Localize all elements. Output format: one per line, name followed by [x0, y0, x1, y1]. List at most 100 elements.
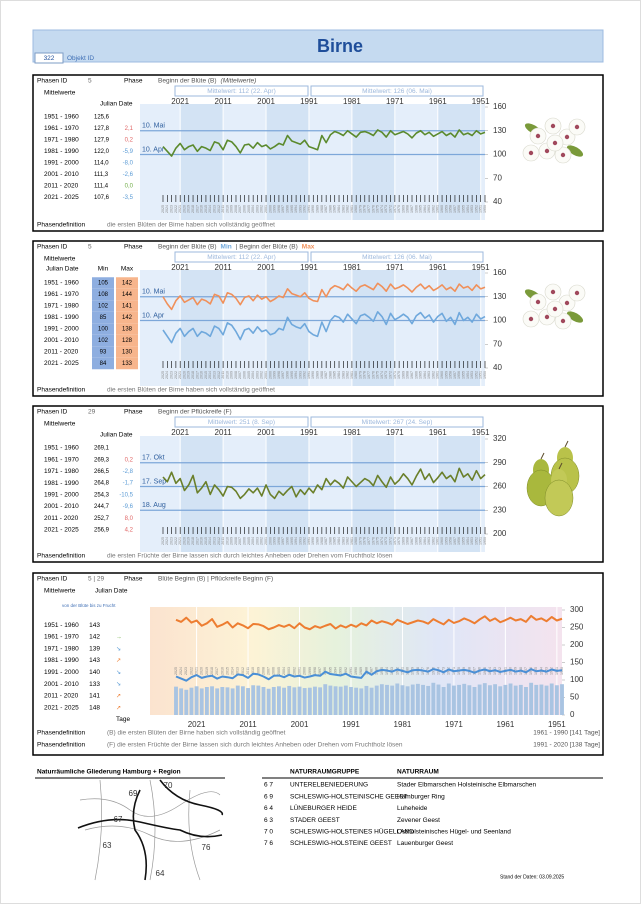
year-label: 1989 — [316, 537, 320, 545]
year-label: 2014 — [208, 537, 212, 545]
year-label: 2025 — [161, 537, 165, 545]
value: 264,8 — [94, 481, 110, 487]
year-label: 1957 — [453, 205, 457, 213]
year-label: 2013 — [212, 205, 216, 213]
year-label: 2006 — [243, 205, 247, 213]
pear-stem — [564, 440, 569, 448]
year-label: 2009 — [230, 537, 234, 545]
year-label: 2020 — [182, 205, 186, 213]
stamen — [550, 289, 556, 295]
max-value: 130 — [122, 350, 133, 356]
year-label: 1990 — [311, 371, 315, 379]
year-label: 1987 — [370, 667, 374, 675]
year-label: 2024 — [165, 371, 169, 379]
year-label: 1986 — [328, 537, 332, 545]
x-tick-label: 1971 — [386, 428, 404, 437]
year-label: 1980 — [354, 537, 358, 545]
year-label: 1975 — [376, 371, 380, 379]
bar — [287, 685, 292, 715]
year-label: 2000 — [268, 371, 272, 379]
year-label: 2004 — [251, 205, 255, 213]
x-tick-label: 1981 — [343, 428, 361, 437]
difference: -1,7 — [123, 481, 134, 487]
year-label: 1988 — [320, 537, 324, 545]
year-label: 1999 — [308, 667, 312, 675]
stamen — [560, 152, 566, 158]
difference: 4,2 — [125, 527, 134, 533]
phase-id-label: Phasen ID — [37, 78, 68, 85]
year-label: 1965 — [419, 371, 423, 379]
year-label: 2021 — [178, 205, 182, 213]
year-label: 1952 — [474, 537, 478, 545]
range-label: von der Blüte bis zu Frucht — [62, 603, 116, 608]
y-tick-label: 150 — [570, 658, 584, 667]
year-label: 1997 — [281, 205, 285, 213]
difference: 2,1 — [125, 126, 134, 132]
phase-id: 5 | 29 — [88, 576, 105, 583]
decade-band — [266, 104, 309, 220]
year-label: 1975 — [376, 537, 380, 545]
year-label: 1964 — [423, 537, 427, 545]
period: 2001 - 2010 — [44, 337, 79, 344]
year-label: 2009 — [256, 667, 260, 675]
year-label: 2005 — [247, 537, 251, 545]
year-label: 2007 — [238, 205, 242, 213]
y-tick-label: 320 — [493, 434, 507, 443]
year-label: 2014 — [231, 667, 235, 675]
value: 122,0 — [94, 149, 110, 155]
year-label: 1978 — [416, 667, 420, 675]
year-label: 2015 — [225, 667, 229, 675]
bar — [451, 685, 456, 715]
period: 1971 - 1980 — [44, 137, 79, 144]
year-label: 2006 — [272, 667, 276, 675]
object-id-label: Objekt ID — [67, 55, 94, 62]
year-label: 1965 — [419, 205, 423, 213]
min-cell — [92, 311, 114, 324]
x-tick-label: 1991 — [342, 720, 360, 729]
x-tick-label: 2001 — [257, 97, 275, 106]
period: 1961 - 1970 — [44, 634, 79, 641]
bar — [549, 683, 554, 715]
value: 141 — [89, 693, 100, 700]
stamen — [574, 290, 580, 296]
mean-label: Mittelwert: 112 (22. Apr) — [207, 88, 276, 95]
phase-text: Max — [302, 244, 315, 251]
period: 1981 - 1990 — [44, 314, 79, 321]
object-id-box — [34, 52, 64, 64]
year-label: 2005 — [277, 667, 281, 675]
region-area: Ostholsteinisches Hügel- und Seenland — [397, 829, 511, 836]
year-label: 1978 — [363, 205, 367, 213]
year-label: 1967 — [410, 537, 414, 545]
year-label: 2023 — [170, 537, 174, 545]
year-label: 1991 — [349, 667, 353, 675]
min-cell — [92, 323, 114, 335]
year-label: 2023 — [170, 371, 174, 379]
trend-arrow: ↘ — [116, 682, 121, 688]
year-label: 2012 — [217, 205, 221, 213]
year-label: 2022 — [174, 205, 178, 213]
region-id: 6 9 — [264, 793, 273, 800]
pear-body — [544, 479, 574, 517]
period: 1951 - 1960 — [44, 622, 79, 629]
phase-label: Phase — [124, 576, 143, 583]
max-cell — [116, 346, 138, 358]
bar — [240, 686, 245, 715]
period: 2011 - 2020 — [44, 183, 79, 190]
period: 1971 - 1980 — [44, 468, 79, 475]
max-cell — [116, 277, 138, 289]
period: 1961 - 1970 — [44, 125, 79, 132]
days-label: Tage — [116, 716, 130, 723]
region-id: 6 3 — [264, 817, 273, 824]
bar — [369, 687, 374, 715]
header-bar — [32, 29, 604, 63]
bar — [446, 683, 451, 715]
year-label: 1982 — [346, 537, 350, 545]
stamen — [528, 150, 534, 156]
year-label: 2012 — [217, 371, 221, 379]
min-cell — [92, 300, 114, 312]
year-label: 2004 — [251, 371, 255, 379]
year-label: 2010 — [225, 205, 229, 213]
leaf — [566, 145, 584, 157]
year-label: 2000 — [268, 537, 272, 545]
